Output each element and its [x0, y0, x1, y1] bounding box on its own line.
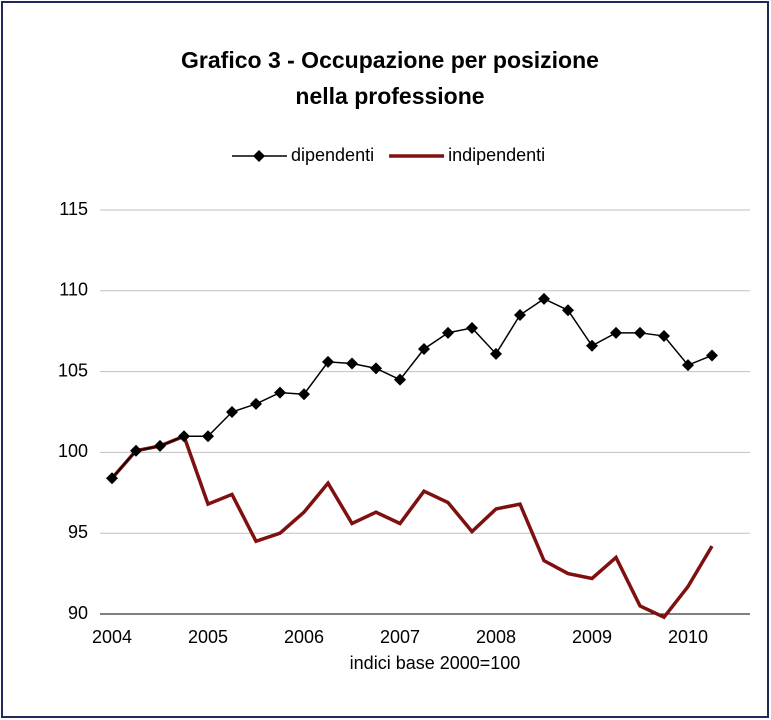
- x-tick-label: 2009: [572, 627, 612, 647]
- marker: [418, 342, 430, 355]
- y-tick-label: 100: [58, 441, 88, 461]
- marker: [682, 359, 694, 372]
- marker: [634, 326, 646, 339]
- chart-title: Grafico 3 - Occupazione per posizione: [181, 47, 599, 73]
- marker: [202, 430, 214, 443]
- line-indipendenti: [110, 433, 714, 620]
- marker: [490, 347, 502, 360]
- marker: [586, 339, 598, 352]
- marker: [538, 292, 550, 305]
- marker: [226, 406, 238, 418]
- marker: [370, 362, 382, 375]
- x-tick-label: 2006: [284, 627, 324, 647]
- x-tick-label: 2007: [380, 627, 420, 647]
- marker: [466, 321, 478, 334]
- x-tick-label: 2004: [92, 627, 132, 647]
- y-tick-label: 90: [68, 603, 88, 623]
- chart-title: nella professione: [295, 83, 484, 109]
- x-tick-label: 2008: [476, 627, 516, 647]
- line-dipendenti: [111, 298, 713, 479]
- y-tick-label: 110: [59, 280, 88, 300]
- y-tick-label: 115: [59, 199, 88, 219]
- marker: [706, 349, 718, 362]
- marker: [346, 357, 358, 370]
- x-tick-label: 2010: [668, 627, 708, 647]
- marker: [610, 326, 622, 339]
- legend-label: indipendenti: [448, 145, 545, 165]
- marker: [514, 309, 526, 322]
- marker: [298, 388, 310, 401]
- marker: [250, 397, 262, 410]
- marker: [130, 444, 142, 457]
- marker: [562, 304, 574, 317]
- legend-marker: [253, 150, 265, 162]
- marker: [154, 439, 166, 452]
- y-tick-label: 105: [58, 360, 88, 380]
- marker: [394, 373, 406, 386]
- marker: [658, 330, 670, 343]
- y-tick-label: 95: [68, 522, 88, 542]
- marker: [322, 355, 334, 368]
- x-axis-label: indici base 2000=100: [350, 653, 521, 673]
- marker: [442, 326, 454, 339]
- legend-label: dipendenti: [291, 145, 374, 165]
- marker: [178, 430, 190, 443]
- marker: [106, 472, 118, 485]
- marker: [274, 386, 286, 399]
- x-tick-label: 2005: [188, 627, 228, 647]
